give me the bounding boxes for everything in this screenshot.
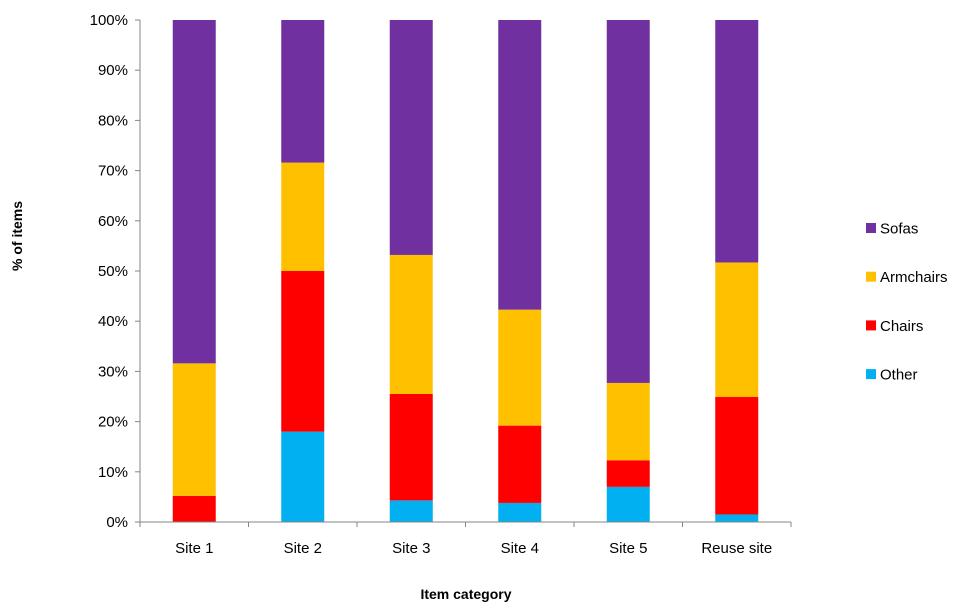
bar-armchairs-2 <box>389 254 433 394</box>
bar-armchairs-3 <box>498 309 542 426</box>
y-tick-label: 60% <box>98 213 128 230</box>
bar-chairs-2 <box>389 393 433 501</box>
bar-armchairs-5 <box>715 262 759 398</box>
axes-layer <box>139 20 791 523</box>
y-tick-label: 50% <box>98 263 128 280</box>
legend-swatch-other <box>866 369 876 380</box>
legend-label-armchairs: Armchairs <box>880 269 948 286</box>
legend-label-other: Other <box>880 367 918 384</box>
bar-chairs-3 <box>498 425 542 503</box>
x-tick-label: Site 2 <box>284 540 322 557</box>
y-tick-label: 70% <box>98 163 128 180</box>
bar-armchairs-0 <box>172 363 216 496</box>
x-tick-label: Site 5 <box>609 540 647 557</box>
bar-chairs-0 <box>172 495 216 522</box>
legend-label-sofas: Sofas <box>880 221 918 238</box>
bar-chairs-5 <box>715 397 759 515</box>
bar-chairs-4 <box>606 460 650 487</box>
x-tick-label: Site 1 <box>175 540 213 557</box>
legend-swatch-armchairs <box>866 271 876 282</box>
bar-chairs-1 <box>281 271 325 432</box>
y-tick-label: 100% <box>90 12 128 29</box>
y-tick-label: 90% <box>98 62 128 79</box>
y-tick-label: 30% <box>98 363 128 380</box>
y-tick-label: 10% <box>98 464 128 481</box>
x-axis-title: Item category <box>420 586 511 602</box>
bar-armchairs-1 <box>281 162 325 271</box>
bar-other-3 <box>498 502 542 522</box>
x-tick-label: Site 4 <box>501 540 539 557</box>
legend-swatch-chairs <box>866 320 876 331</box>
bar-other-4 <box>606 486 650 522</box>
y-tick-label: 20% <box>98 414 128 431</box>
bar-sofas-2 <box>389 20 433 255</box>
legend: Sofas Armchairs Chairs Other <box>866 221 948 384</box>
y-tick-label: 80% <box>98 112 128 129</box>
bar-sofas-1 <box>281 20 325 163</box>
legend-swatch-sofas <box>866 223 876 233</box>
legend-label-chairs: Chairs <box>880 318 923 335</box>
bar-sofas-3 <box>498 20 542 310</box>
x-ticks: Site 1 Site 2 Site 3 Site 4 Site 5 Reuse site <box>139 522 792 557</box>
bar-sofas-0 <box>172 20 216 364</box>
bar-other-1 <box>281 431 325 522</box>
y-tick-label: 40% <box>98 313 128 330</box>
x-tick-label: Reuse site <box>701 540 772 557</box>
bars-layer <box>172 20 759 522</box>
y-axis-title: % of items <box>9 201 25 271</box>
x-tick-label: Site 3 <box>392 540 430 557</box>
bar-sofas-4 <box>606 20 650 383</box>
bar-other-2 <box>389 500 433 522</box>
bar-sofas-5 <box>715 20 759 263</box>
y-ticks: 0% 10% 20% 30% 40% 50% 60% 70% 80% 90% 100% <box>90 12 140 531</box>
bar-other-5 <box>715 514 759 522</box>
bar-armchairs-4 <box>606 382 650 461</box>
y-tick-label: 0% <box>106 514 128 531</box>
